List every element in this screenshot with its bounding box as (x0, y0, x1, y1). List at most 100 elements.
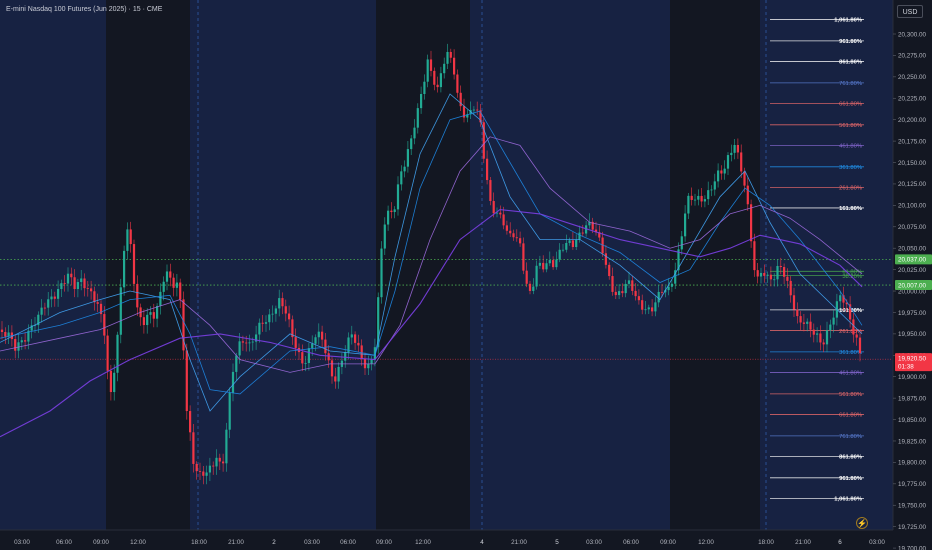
candle-up (776, 265, 779, 280)
candle-down (598, 232, 601, 238)
candle-up (123, 250, 126, 288)
candle-up (585, 225, 588, 234)
fib-level-label: 561.80% (839, 392, 862, 398)
candle-up (548, 260, 551, 264)
session-band (470, 0, 670, 530)
candle-up (7, 332, 10, 337)
y-tick-label: 20,075.00 (898, 224, 927, 231)
y-tick-label: 20,050.00 (898, 246, 927, 253)
candle-down (93, 291, 96, 303)
candle-down (301, 352, 304, 364)
candle-down (136, 283, 139, 308)
candle-down (284, 306, 287, 314)
y-tick-label: 20,225.00 (898, 96, 927, 103)
candle-up (311, 343, 314, 349)
y-tick-label: 19,700.00 (898, 545, 927, 550)
candle-down (83, 278, 86, 289)
candle-up (33, 325, 37, 326)
fib-level-label: 961.80% (839, 476, 862, 482)
candle-up (670, 283, 673, 287)
candle-down (288, 313, 291, 320)
fib-level-label: 1,061.80% (834, 497, 862, 503)
candle-up (703, 199, 706, 202)
y-tick-label: 19,975.00 (898, 310, 927, 317)
current-price-label: 19,920.50 (898, 356, 927, 363)
moving-average-line (0, 110, 863, 395)
candle-up (377, 297, 380, 348)
candle-up (274, 308, 277, 314)
candle-down (492, 201, 495, 214)
level-price-tag-text: 20,037.00 (898, 257, 927, 264)
candle-up (50, 296, 53, 300)
candle-down (525, 270, 528, 284)
candle-down (185, 350, 188, 412)
candle-up (816, 333, 819, 335)
candle-down (641, 300, 644, 310)
candle-up (466, 114, 469, 118)
y-tick-label: 20,300.00 (898, 31, 927, 38)
currency-button[interactable]: USD (897, 5, 923, 18)
y-tick-label: 20,200.00 (898, 117, 927, 124)
candle-down (608, 264, 611, 277)
level-price-tag (895, 280, 932, 291)
candle-up (733, 144, 736, 153)
symbol-title[interactable]: E-mini Nasdaq 100 Futures (Jun 2025) · 1… (6, 6, 163, 13)
candle-down (522, 243, 525, 271)
fib-level-label: 961.80% (839, 39, 862, 45)
x-tick-label: 03:00 (869, 539, 885, 546)
y-tick-label: 19,800.00 (898, 460, 927, 467)
candle-down (769, 274, 772, 280)
candle-up (726, 155, 730, 169)
candle-down (321, 331, 324, 340)
fib-level-label: 861.80% (839, 455, 862, 461)
candle-up (373, 347, 376, 360)
candle-up (565, 242, 568, 250)
candle-down (789, 280, 792, 296)
candle-up (113, 372, 116, 393)
candle-up (367, 363, 370, 369)
y-tick-label: 20,125.00 (898, 181, 927, 188)
session-band (106, 0, 190, 530)
candle-down (43, 307, 46, 309)
candle-down (796, 309, 799, 317)
y-tick-label: 20,025.00 (898, 267, 927, 274)
x-tick-label: 12:00 (698, 539, 714, 546)
candle-up (667, 286, 670, 291)
x-tick-label: 6 (838, 539, 842, 546)
candle-down (86, 288, 89, 289)
x-tick-label: 18:00 (191, 539, 207, 546)
candle-down (750, 204, 753, 242)
candle-up (205, 472, 208, 476)
candle-down (73, 277, 76, 290)
candle-up (555, 259, 558, 268)
y-tick-label: 19,825.00 (898, 438, 927, 445)
candle-up (654, 302, 657, 312)
candle-down (189, 411, 192, 433)
x-tick-label: 09:00 (93, 539, 109, 546)
candle-up (225, 429, 228, 464)
candle-up (387, 210, 390, 225)
candle-up (469, 110, 472, 115)
candle-down (736, 144, 739, 153)
candle-down (198, 471, 202, 472)
candle-down (700, 195, 703, 202)
candle-down (812, 329, 815, 335)
candle-down (476, 109, 479, 111)
y-tick-label: 20,000.00 (898, 288, 927, 295)
lightning-icon[interactable]: ⚡ (856, 517, 868, 529)
candle-up (730, 152, 733, 156)
candle-up (674, 270, 677, 284)
candle-down (512, 233, 515, 238)
candle-up (839, 295, 842, 302)
fib-level-label: 461.80% (839, 371, 862, 377)
candle-up (347, 337, 350, 353)
candle-up (370, 359, 373, 364)
candle-up (393, 209, 396, 213)
candle-up (248, 342, 251, 344)
time-axis (0, 530, 893, 550)
candle-up (578, 232, 581, 240)
x-tick-label: 06:00 (340, 539, 356, 546)
y-tick-label: 19,725.00 (898, 524, 927, 531)
